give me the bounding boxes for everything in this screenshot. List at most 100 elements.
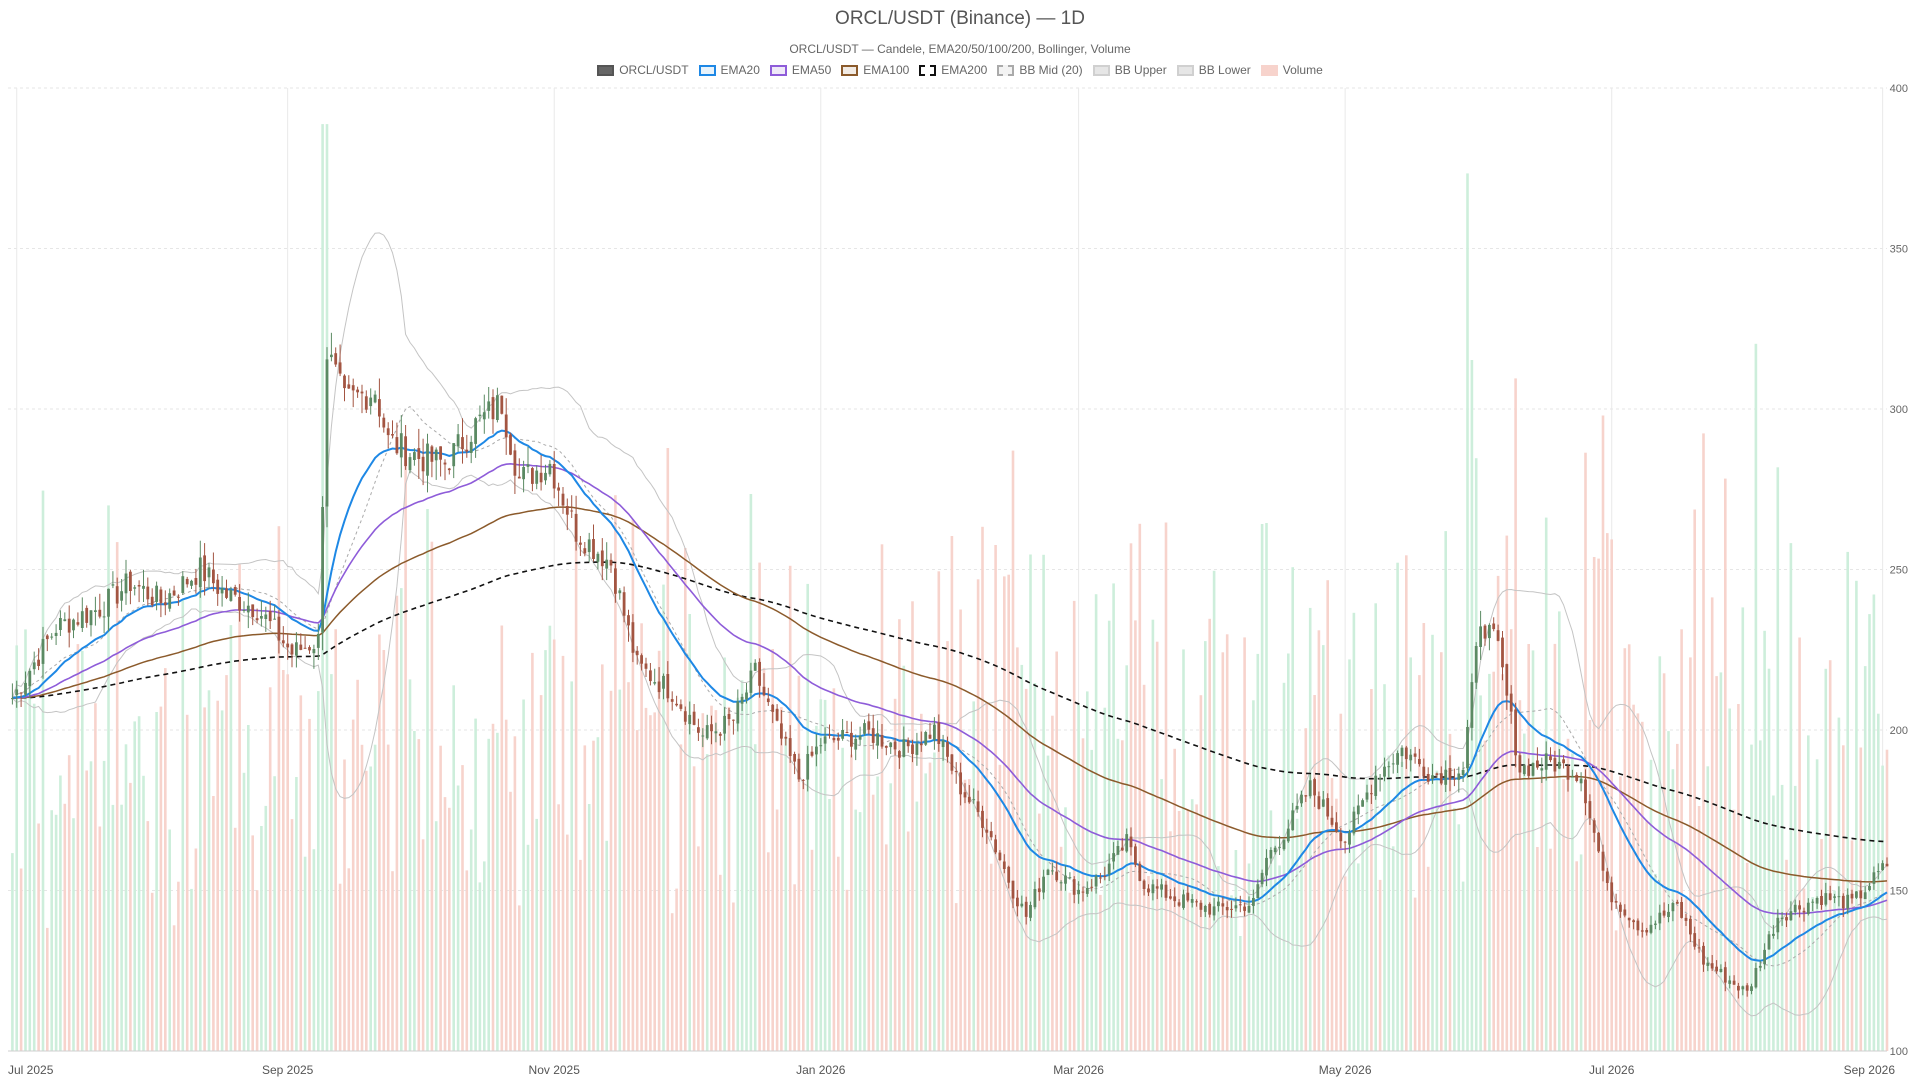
candle-body [1164, 884, 1168, 898]
candle [1793, 899, 1797, 916]
candle-body [430, 446, 434, 462]
candle-body [535, 470, 539, 484]
candle [1138, 861, 1142, 882]
volume-bar [1313, 695, 1316, 1051]
volume-bar [806, 583, 809, 1051]
candle-body [54, 632, 58, 636]
candle [845, 720, 849, 734]
candle-body [1217, 901, 1220, 907]
candle [950, 754, 954, 775]
candle-body [1501, 637, 1504, 668]
volume-bar [841, 747, 844, 1051]
candle [54, 624, 58, 645]
candle-body [1470, 682, 1474, 728]
candle [972, 788, 976, 804]
candle [622, 586, 626, 623]
candle-body [1348, 832, 1351, 845]
legend-item-ema50[interactable]: EMA50 [769, 63, 831, 77]
legend-item-ema100[interactable]: EMA100 [841, 63, 909, 77]
candle-body [1365, 792, 1369, 800]
candle-body [461, 437, 464, 450]
volume-bar [1129, 543, 1133, 1051]
candle-body [1317, 796, 1321, 809]
legend-item-orcl-usdt[interactable]: ORCL/USDT [597, 63, 689, 77]
legend-item-bb-lower[interactable]: BB Lower [1176, 63, 1251, 77]
candle-body [1785, 917, 1788, 921]
candle-body [238, 597, 241, 611]
candle-body [1680, 902, 1683, 918]
candle-body [522, 467, 525, 480]
candle [1387, 761, 1391, 778]
volume-bar [1147, 876, 1150, 1051]
candle-body [482, 412, 486, 420]
legend-item-volume[interactable]: Volume [1260, 63, 1323, 77]
candle-body [1505, 664, 1509, 696]
candle [504, 398, 508, 455]
candle-body [509, 434, 512, 455]
legend-item-bb-mid-20-[interactable]: BB Mid (20) [997, 63, 1083, 77]
candle-body [1169, 896, 1172, 899]
candle [1654, 920, 1657, 930]
volume-bar [1623, 648, 1627, 1051]
volume-bar [535, 818, 538, 1051]
candle [657, 667, 661, 699]
candle-body [281, 640, 285, 644]
candle [168, 588, 172, 612]
candle-body [911, 744, 914, 754]
candle-body [1544, 753, 1548, 770]
volume-bar [1448, 733, 1452, 1051]
legend-item-ema20[interactable]: EMA20 [698, 63, 760, 77]
volume-bar [1828, 660, 1832, 1051]
candle-body [1134, 846, 1137, 865]
legend-label: ORCL/USDT [619, 63, 689, 77]
volume-bar [1592, 557, 1596, 1051]
volume-bar [365, 770, 368, 1051]
volume-bar [1680, 629, 1683, 1051]
legend-item-bb-upper[interactable]: BB Upper [1092, 63, 1167, 77]
candle-body [1640, 930, 1644, 932]
volume-bar [37, 823, 40, 1051]
candle-body [683, 711, 687, 722]
candle [452, 443, 456, 479]
candle-body [557, 487, 560, 491]
candle [1815, 896, 1819, 909]
candle [456, 424, 460, 452]
candle [784, 731, 788, 746]
candle [1199, 900, 1203, 917]
candle-body [644, 663, 648, 669]
candle [1702, 942, 1705, 972]
volume-bar [251, 835, 254, 1051]
volume-bar [347, 868, 351, 1051]
volume-bar [11, 853, 14, 1051]
candle-body [985, 829, 989, 833]
candle-body [1387, 766, 1391, 768]
candle-body [413, 452, 416, 460]
candle [277, 610, 281, 654]
volume-bar [386, 744, 390, 1051]
volume-bar [1877, 713, 1880, 1051]
candle [570, 495, 574, 518]
candle [1256, 879, 1260, 899]
candle-body [330, 354, 333, 358]
candle-body [1592, 820, 1596, 833]
volume-bar [1667, 731, 1670, 1051]
volume-bar [242, 772, 246, 1051]
candle [1767, 931, 1771, 950]
legend-swatch [1092, 64, 1110, 76]
candle-body [1479, 626, 1482, 647]
legend-item-ema200[interactable]: EMA200 [919, 63, 987, 77]
candle-body [41, 638, 45, 664]
volume-bar [1579, 854, 1583, 1051]
volume-bar [670, 913, 674, 1051]
volume-bar [968, 779, 971, 1051]
candle [1225, 901, 1229, 919]
candle [819, 738, 823, 754]
candle [1675, 899, 1679, 904]
volume-bar [400, 588, 403, 1051]
candle [692, 704, 696, 726]
candle [325, 347, 329, 528]
candle-body [1728, 980, 1732, 984]
candle [745, 683, 748, 704]
candle [233, 584, 237, 597]
